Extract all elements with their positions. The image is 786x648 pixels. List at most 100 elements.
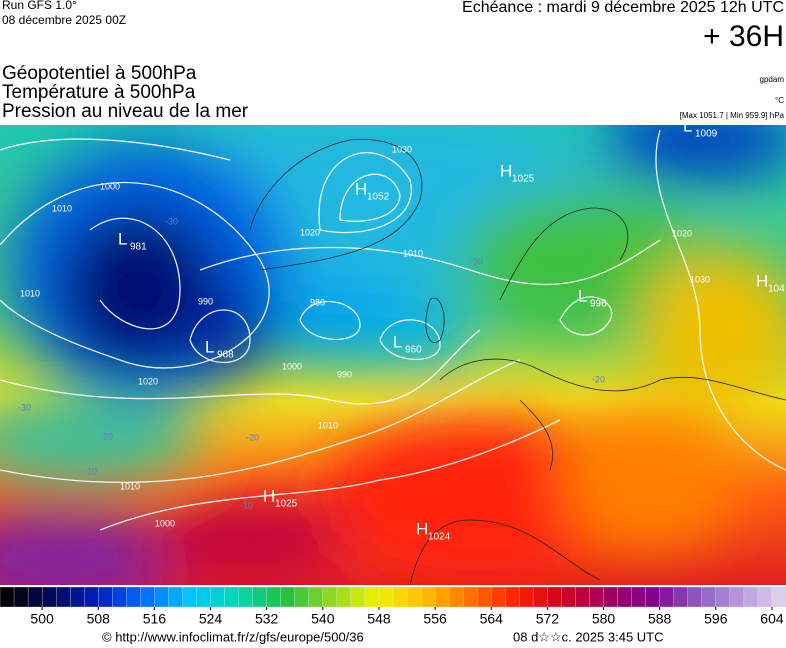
colorbar-cell — [729, 586, 745, 608]
colorbar-cell — [687, 586, 703, 608]
temperature-label: -10 — [84, 466, 97, 476]
colorbar-cell — [41, 586, 57, 608]
colorbar-cell — [617, 586, 633, 608]
colorbar: 500 508 516 524 532 540 548 556 564 572 580 588 596 6… — [0, 586, 786, 627]
colorbar-cell — [336, 586, 352, 608]
run-label: Run GFS 1.0° — [2, 0, 77, 12]
center-letter: H — [500, 161, 512, 180]
colorbar-label: 572 — [536, 611, 560, 627]
temperature-label: -30 — [18, 402, 31, 412]
colorbar-cell — [659, 586, 675, 608]
colorbar-label: 500 — [30, 611, 54, 627]
colorbar-cell — [561, 586, 576, 608]
isobar-label: 990 — [337, 369, 352, 379]
center-value: 981 — [130, 242, 147, 253]
isobar-label: 1010 — [120, 481, 140, 491]
temperature-label: -30 — [165, 216, 178, 226]
unit: gpdam — [760, 75, 785, 84]
colorbar-cell — [98, 586, 113, 608]
isobar-label: 1010 — [318, 420, 338, 430]
colorbar-cell — [294, 586, 310, 608]
center-letter: H — [355, 179, 367, 198]
temperature-label: -10 — [240, 500, 253, 510]
colorbar-cell — [645, 586, 661, 608]
isobar-label: 1020 — [672, 228, 692, 238]
center-letter: L — [205, 337, 214, 356]
colorbar-cell — [519, 586, 534, 608]
colorbar-label: 556 — [423, 611, 447, 627]
temperature-label: -20 — [246, 432, 259, 442]
colorbar-cell — [350, 586, 366, 608]
colorbar-cell — [631, 586, 647, 608]
colorbar-cell — [434, 586, 450, 608]
isobar-label: 1000 — [282, 361, 302, 371]
center-value: 960 — [405, 345, 422, 356]
colorbar-cell — [168, 586, 183, 608]
valid-time: Echéance : mardi 9 décembre 2025 12h UTC — [462, 0, 784, 16]
colorbar-label: 604 — [760, 611, 784, 627]
colorbar-cell — [463, 586, 478, 608]
colorbar-cell — [420, 586, 436, 608]
isobar-label: 1030 — [392, 144, 412, 154]
colorbar-cell — [140, 586, 155, 608]
colorbar-cell — [491, 586, 506, 608]
colorbar-cell — [701, 586, 717, 608]
run-date: 08 décembre 2025 00Z — [2, 13, 126, 27]
isobar-label: 1020 — [300, 227, 320, 237]
colorbar-label: 532 — [255, 611, 279, 627]
center-value: 104 — [768, 284, 785, 295]
field-title: Température à 500hPa — [2, 82, 196, 103]
colorbar-cell — [505, 586, 520, 608]
colorbar-cell — [448, 586, 464, 608]
center-value: 1025 — [512, 174, 535, 185]
center-value: 996 — [590, 299, 607, 310]
center-letter: H — [263, 486, 275, 505]
colorbar-label: 580 — [592, 611, 616, 627]
colorbar-cell — [392, 586, 408, 608]
field-title: Géopotentiel à 500hPa — [2, 63, 197, 84]
colorbar-label: 588 — [648, 611, 672, 627]
colorbar-cell — [575, 586, 590, 608]
colorbar-cell — [238, 586, 254, 608]
center-letter: H — [756, 271, 768, 290]
isobar-label: 1010 — [403, 248, 423, 258]
colorbar-cell — [154, 586, 169, 608]
colorbar-cell — [322, 586, 338, 608]
center-value: 1024 — [428, 532, 451, 543]
colorbar-cell — [673, 586, 689, 608]
colorbar-cell — [252, 586, 268, 608]
colorbar-cell — [477, 586, 492, 608]
colorbar-cell — [266, 586, 282, 608]
colorbar-label: 596 — [704, 611, 728, 627]
isobar-label: 1020 — [138, 376, 158, 386]
source: © http://www.infoclimat.fr/z/gfs/europe/… — [102, 629, 364, 644]
colorbar-cell — [13, 586, 29, 608]
isobar-label: 990 — [198, 296, 213, 306]
colorbar-cell — [84, 586, 99, 608]
timestamp: 08 d☆☆c. 2025 3:45 UTC — [513, 629, 664, 644]
center-letter: L — [393, 332, 402, 351]
isobar-label: 1030 — [690, 274, 710, 284]
colorbar-cell — [196, 586, 211, 608]
temperature-label: -20 — [592, 374, 605, 384]
colorbar-cell — [70, 586, 85, 608]
colorbar-cell — [280, 586, 296, 608]
colorbar-cell — [210, 586, 226, 608]
colorbar-cell — [364, 586, 380, 608]
isobar-label: 1000 — [155, 518, 175, 528]
temperature-label: -30 — [470, 256, 483, 266]
center-value: 1009 — [695, 129, 718, 140]
colorbar-cell — [547, 586, 562, 608]
lead-time: + 36H — [703, 20, 784, 53]
colorbar-label: 540 — [311, 611, 335, 627]
temperature-label: -20 — [100, 431, 113, 441]
unit: °C — [775, 96, 784, 105]
colorbar-label: 524 — [199, 611, 223, 627]
isobar-label: 1000 — [100, 181, 120, 191]
center-letter: L — [683, 116, 692, 135]
isobar-label: 1010 — [20, 288, 40, 298]
colorbar-label: 564 — [480, 611, 504, 627]
center-value: 968 — [217, 350, 234, 361]
colorbar-label: 508 — [87, 611, 111, 627]
